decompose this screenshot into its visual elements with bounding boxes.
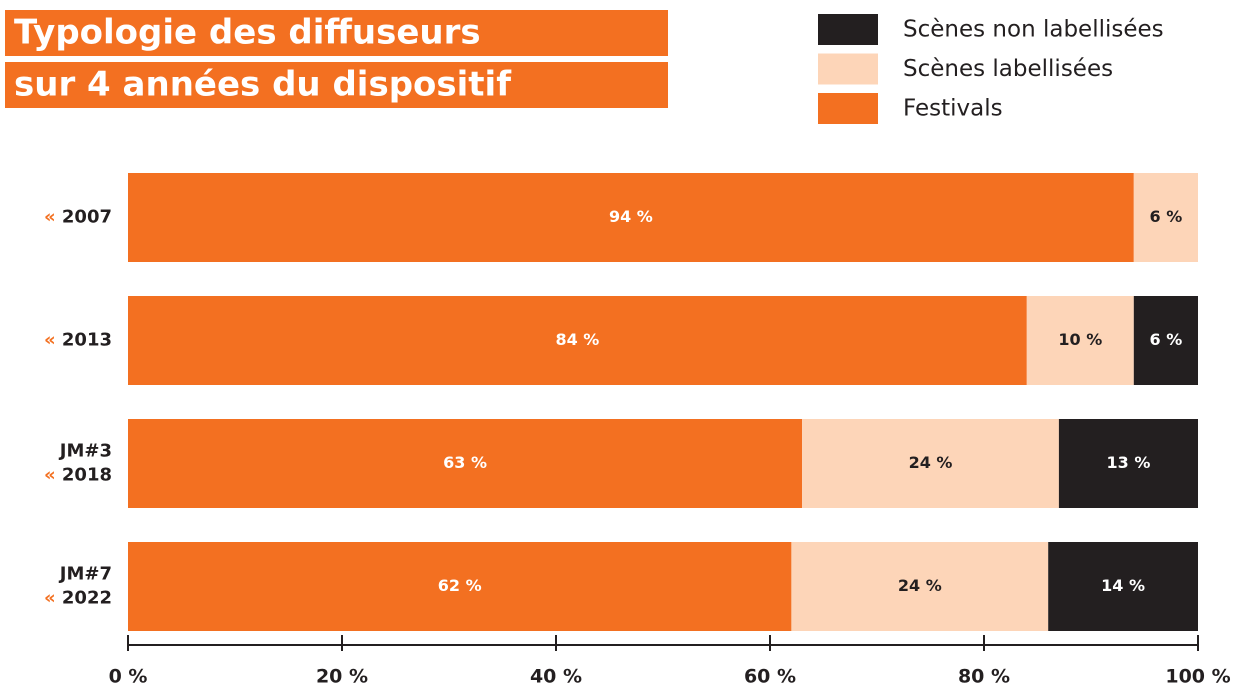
x-tick-label: 0 % (109, 666, 148, 688)
value-label: 84 % (555, 330, 599, 349)
legend-swatch (818, 14, 878, 45)
title-background (5, 62, 668, 108)
category-char: 7 (99, 564, 112, 585)
bar-segment (128, 173, 1134, 262)
bar-segment (1048, 542, 1198, 631)
value-label: 10 % (1058, 330, 1102, 349)
category-char: 1 (87, 330, 100, 351)
category-char: 8 (99, 465, 112, 486)
category-label: JM#7 « 2022 (44, 564, 112, 609)
category-char: J (58, 441, 67, 462)
bar-segment (128, 419, 803, 508)
category-char: J (58, 564, 67, 585)
value-label: 24 % (898, 576, 942, 595)
category-char: « (44, 588, 56, 609)
category-char: 0 (87, 207, 100, 228)
x-tick-label: 60 % (744, 666, 796, 688)
category-char: M (66, 564, 84, 585)
chart-title: sur 4 années du dispositif (14, 65, 512, 105)
value-label: 6 % (1150, 330, 1183, 349)
category-char: 0 (74, 330, 87, 351)
title-background (5, 10, 668, 56)
category-line: « 2013 (44, 330, 112, 351)
value-label: 24 % (909, 453, 953, 472)
legend-swatch (818, 93, 878, 124)
category-char: 2 (62, 588, 75, 609)
category-line: « 2018 (44, 465, 112, 486)
chart-title: Typologie des diffuseurs (14, 13, 481, 53)
bar-segment (1058, 419, 1198, 508)
value-label: 62 % (438, 576, 482, 595)
category-char: 2 (62, 207, 75, 228)
x-tick-label: 20 % (316, 666, 368, 688)
category-char: 3 (99, 330, 112, 351)
category-label: « 2007 (44, 207, 112, 228)
legend-swatch (818, 53, 878, 85)
category-char: « (44, 465, 56, 486)
value-label: 14 % (1101, 576, 1145, 595)
category-char: 2 (87, 588, 100, 609)
category-line: « 2022 (44, 588, 112, 609)
category-char: M (66, 441, 84, 462)
category-line: JM#7 (58, 564, 112, 585)
bar-segment (802, 419, 1059, 508)
x-tick-label: 40 % (530, 666, 582, 688)
value-label: 6 % (1150, 207, 1183, 226)
category-char: # (84, 564, 99, 585)
category-char: 2 (99, 588, 112, 609)
category-label: JM#3 « 2018 (44, 441, 112, 486)
legend-label: Festivals (903, 96, 1003, 122)
bar-segment (791, 542, 1049, 631)
bar-segment (1133, 296, 1198, 385)
category-char: 7 (99, 207, 112, 228)
bar-segment (1026, 296, 1134, 385)
bar-segment (128, 542, 792, 631)
value-label: 94 % (609, 207, 653, 226)
value-label: 13 % (1107, 453, 1151, 472)
category-char: « (44, 330, 56, 351)
legend-label: Scènes labellisées (903, 56, 1113, 82)
x-tick-label: 80 % (958, 666, 1010, 688)
category-char: 2 (62, 330, 75, 351)
category-line: « 2007 (44, 207, 112, 228)
category-char: 1 (87, 465, 100, 486)
category-char: # (84, 441, 99, 462)
x-tick-label: 100 % (1165, 666, 1230, 688)
category-line: JM#3 (58, 441, 112, 462)
bar-segment (128, 296, 1027, 385)
category-char: 0 (74, 588, 87, 609)
bar-segment (1133, 173, 1198, 262)
legend-label: Scènes non labellisées (903, 17, 1164, 43)
category-char: 0 (74, 465, 87, 486)
category-char: 2 (62, 465, 75, 486)
category-label: « 2013 (44, 330, 112, 351)
value-label: 63 % (443, 453, 487, 472)
category-char: « (44, 207, 56, 228)
category-char: 3 (99, 441, 112, 462)
category-char: 0 (74, 207, 87, 228)
